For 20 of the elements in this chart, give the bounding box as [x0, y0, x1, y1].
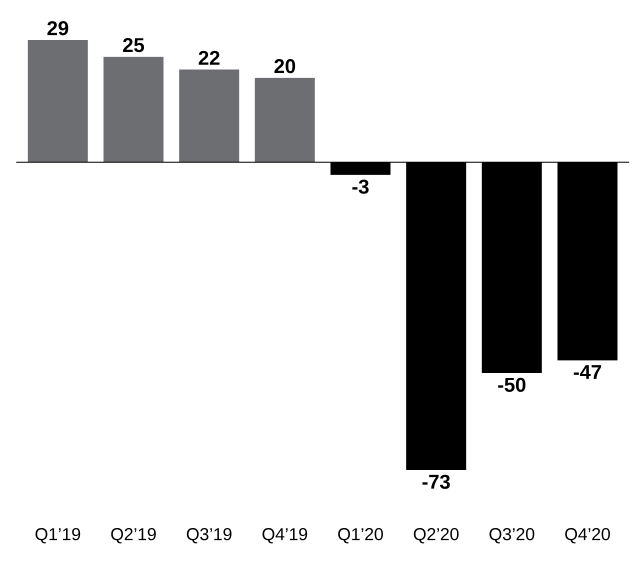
data-label: 22: [198, 50, 220, 65]
bar: [28, 40, 88, 162]
x-tick-label: Q1’20: [338, 528, 383, 544]
data-label: -3: [352, 180, 369, 194]
data-label: 20: [274, 59, 296, 74]
bar: [179, 70, 240, 162]
bar: [104, 56, 164, 162]
bar: [254, 78, 315, 162]
x-tick-label: Q4’20: [565, 528, 610, 544]
x-tick-label: Q3’20: [490, 528, 534, 544]
data-label: 29: [47, 21, 68, 36]
data-label: 25: [123, 38, 144, 52]
x-tick-label: Q3’19: [186, 528, 232, 544]
data-label: -47: [574, 365, 602, 379]
x-tick-label: Q1’19: [36, 528, 80, 544]
x-tick-label: Q4’19: [262, 528, 308, 544]
x-tick-label: Q2’20: [414, 528, 459, 544]
data-label: -73: [422, 474, 450, 489]
data-label: -50: [498, 378, 526, 392]
x-tick-label: Q2’19: [111, 528, 156, 544]
